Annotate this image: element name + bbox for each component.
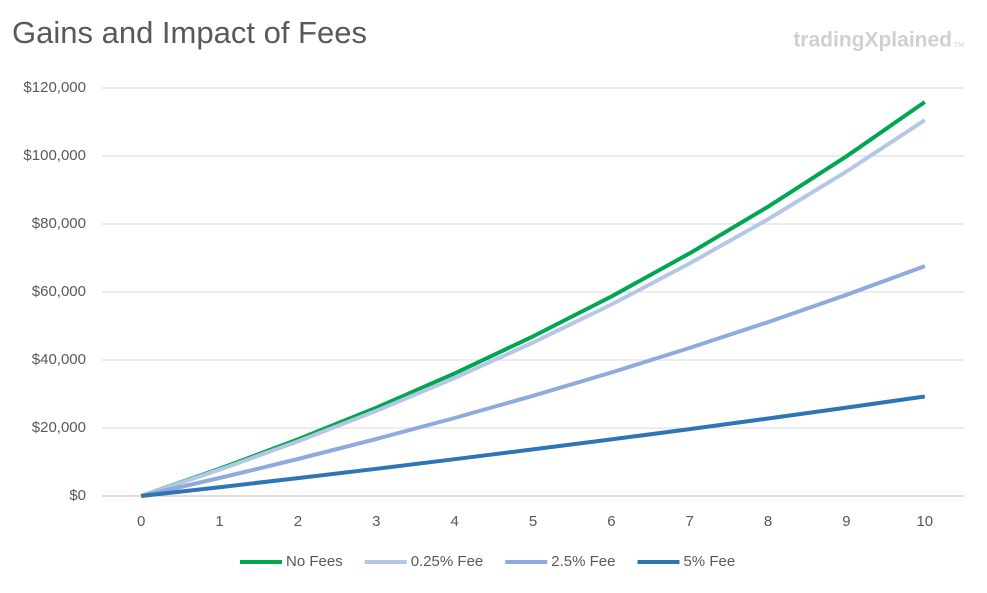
x-tick-label: 1 — [215, 513, 223, 530]
y-tick-label: $120,000 — [23, 79, 86, 96]
x-tick-label: 9 — [842, 513, 850, 530]
x-tick-label: 2 — [294, 513, 302, 530]
y-tick-label: $60,000 — [32, 283, 86, 300]
x-tick-label: 10 — [916, 513, 933, 530]
series-line — [140, 394, 926, 498]
x-tick-label: 3 — [372, 513, 380, 530]
legend-label: 0.25% Fee — [411, 553, 484, 570]
watermark-mark: TM — [954, 42, 964, 49]
legend-label: 5% Fee — [683, 553, 735, 570]
y-tick-label: $40,000 — [32, 351, 86, 368]
y-tick-label: $100,000 — [23, 147, 86, 164]
legend-label: No Fees — [286, 553, 343, 570]
series-line — [140, 264, 926, 498]
x-tick-label: 0 — [137, 513, 145, 530]
x-tick-label: 5 — [529, 513, 537, 530]
chart-title: Gains and Impact of Fees — [12, 15, 367, 50]
x-tick-label: 6 — [607, 513, 615, 530]
y-tick-label: $20,000 — [32, 419, 86, 436]
y-tick-label: $0 — [69, 487, 86, 504]
x-tick-label: 7 — [686, 513, 694, 530]
legend-label: 2.5% Fee — [551, 553, 615, 570]
x-tick-label: 8 — [764, 513, 772, 530]
y-tick-label: $80,000 — [32, 215, 86, 232]
watermark: tradingXplained — [793, 29, 952, 52]
x-tick-label: 4 — [450, 513, 458, 530]
series-line — [140, 118, 926, 498]
